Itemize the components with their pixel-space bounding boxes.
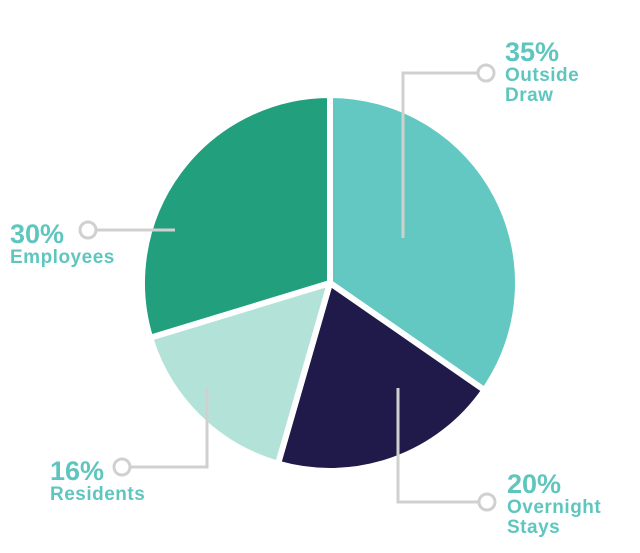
leader-line (396, 388, 479, 504)
pie-slice (275, 280, 488, 474)
value-label: 20% (507, 469, 562, 499)
pie-slice (327, 92, 521, 394)
value-label: 16% (50, 456, 105, 486)
category-label: Overnight Stays (507, 497, 602, 539)
pie-slice (147, 280, 333, 467)
value-label: 30% (10, 219, 65, 249)
pie-slice (139, 92, 333, 341)
slice-label: 20% Overnight Stays (507, 470, 627, 538)
pie (139, 92, 521, 474)
leader-line (401, 71, 478, 238)
category-label: Employees (10, 247, 115, 269)
leader-dot (78, 220, 98, 240)
category-label: Outside Draw (505, 65, 580, 107)
leader-line (130, 388, 209, 469)
leader-dot (112, 457, 132, 477)
leader-dot (476, 63, 496, 83)
leader-lines (78, 63, 497, 512)
slice-label: 35% Outside Draw (505, 38, 625, 106)
value-label: 35% (505, 37, 560, 67)
slice-label: 30% Employees (10, 220, 150, 268)
leader-dot (477, 492, 497, 512)
slice-label: 16% Residents (50, 457, 170, 505)
category-label: Residents (50, 484, 146, 506)
